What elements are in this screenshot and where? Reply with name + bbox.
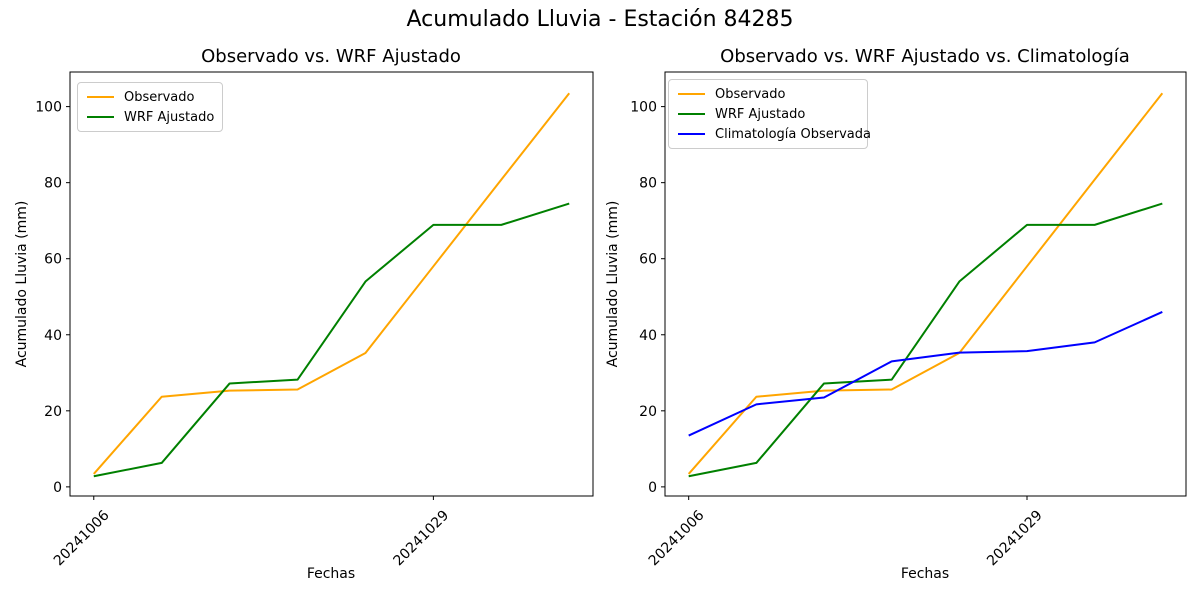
y-tick-label: 40	[639, 328, 657, 344]
legend-label: Observado	[124, 89, 195, 105]
y-tick-label: 100	[630, 100, 657, 116]
y-tick-label: 60	[639, 252, 657, 268]
y-tick-label: 20	[44, 404, 62, 420]
series-line-observado	[93, 92, 571, 475]
right-chart-legend: Observado WRF Ajustado Climatología Observ…	[668, 79, 871, 149]
y-tick-label: 100	[35, 100, 62, 116]
y-tick-label: 0	[648, 480, 657, 496]
y-tick-label: 80	[639, 176, 657, 192]
legend-label: Observado	[715, 86, 786, 102]
legend-label: WRF Ajustado	[715, 106, 806, 122]
x-tick-label: 20241006	[51, 507, 113, 569]
right-x-axis-label: Fechas	[900, 566, 950, 582]
right-chart-title: Observado vs. WRF Ajustado vs. Climatolo…	[720, 46, 1130, 67]
x-tick-label: 20241029	[391, 508, 453, 570]
y-tick-label: 40	[44, 328, 62, 344]
legend-entry-wrf-ajustado: WRF Ajustado	[87, 107, 215, 127]
left-chart-legend: Observado WRF Ajustado	[77, 82, 223, 132]
series-line-observado	[687, 92, 1164, 475]
y-tick-label: 20	[639, 404, 657, 420]
figure-suptitle: Acumulado Lluvia - Estación 84285	[406, 7, 794, 32]
legend-line-swatch	[678, 93, 705, 95]
legend-entry-observado: Observado	[87, 87, 213, 107]
legend-label: WRF Ajustado	[124, 109, 215, 125]
axes-frame	[69, 71, 594, 497]
y-tick-label: 60	[44, 252, 62, 268]
legend-entry-climatología-observada: Climatología Observada	[678, 124, 871, 144]
axes-frame	[664, 71, 1187, 497]
series-line-wrf-ajustado	[688, 202, 1163, 478]
series-line-wrf-ajustado	[93, 202, 570, 478]
left-chart-title: Observado vs. WRF Ajustado	[201, 46, 461, 67]
y-tick-label: 80	[44, 176, 62, 192]
legend-line-swatch	[87, 116, 114, 118]
legend-line-swatch	[678, 113, 705, 115]
legend-line-swatch	[87, 96, 114, 98]
legend-line-swatch	[678, 133, 705, 135]
y-tick-label: 0	[53, 480, 62, 496]
x-tick-label: 20241029	[984, 508, 1046, 570]
left-x-axis-label: Fechas	[306, 566, 356, 582]
legend-label: Climatología Observada	[715, 126, 871, 142]
series-line-climatología-observada	[688, 311, 1163, 437]
legend-entry-wrf-ajustado: WRF Ajustado	[678, 104, 858, 124]
x-tick-label: 20241006	[646, 507, 708, 569]
legend-entry-observado: Observado	[678, 84, 858, 104]
